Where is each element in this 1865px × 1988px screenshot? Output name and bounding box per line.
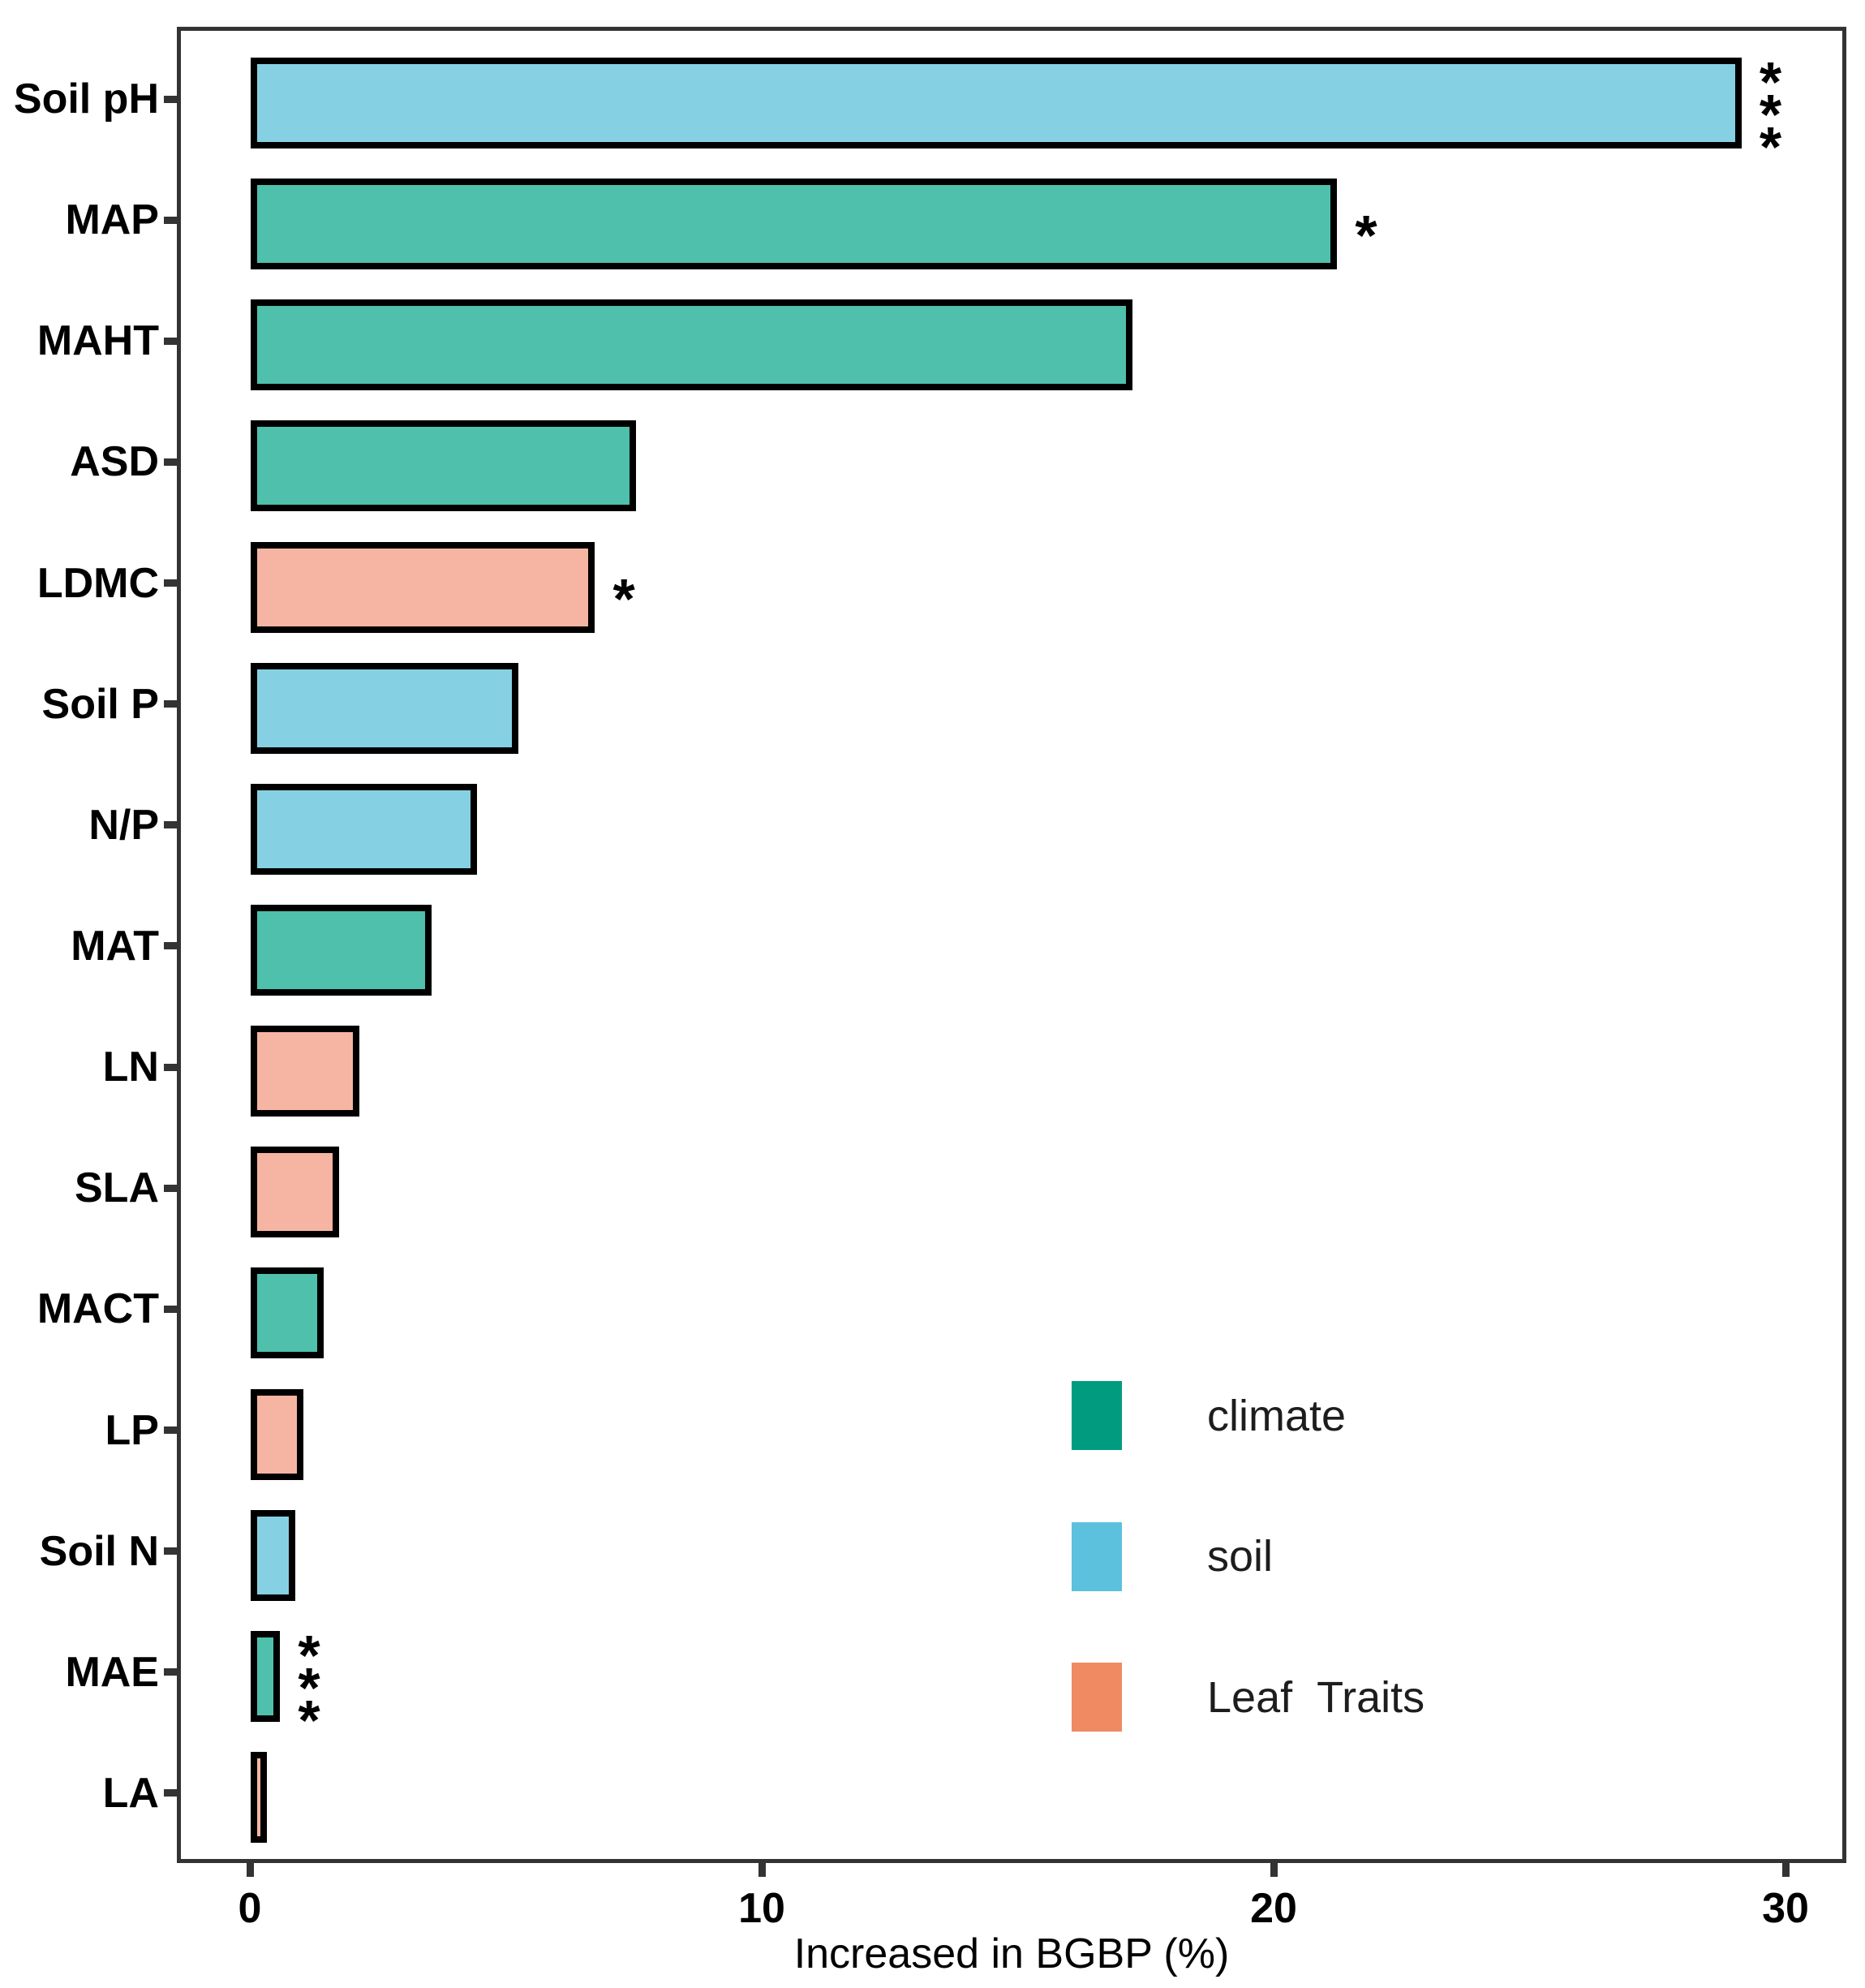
plot-panel: * * * * * * * * climate soil Leaf Traits <box>177 27 1846 1863</box>
y-axis-label: Soil pH <box>13 75 159 123</box>
y-axis-tick <box>164 1426 177 1435</box>
y-axis-label: LP <box>105 1406 159 1454</box>
x-axis-title: Increased in BGBP (%) <box>793 1930 1230 1977</box>
bar <box>251 1630 281 1722</box>
y-axis-label: SLA <box>75 1164 159 1212</box>
y-axis-label: LA <box>102 1769 159 1817</box>
y-axis-label: MAHT <box>37 317 159 365</box>
y-axis-label: Soil N <box>39 1527 159 1575</box>
y-axis-tick <box>164 1547 177 1556</box>
legend-label: Leaf Traits <box>1207 1672 1425 1722</box>
y-axis-tick <box>164 95 177 103</box>
bar <box>251 904 432 996</box>
bar <box>251 541 595 633</box>
y-axis-tick <box>164 337 177 345</box>
bar <box>251 299 1132 391</box>
y-axis-label: MACT <box>37 1285 159 1333</box>
bar <box>251 1509 296 1601</box>
bar <box>251 662 518 754</box>
y-axis-tick <box>164 1305 177 1313</box>
legend-item: soil <box>1072 1521 1274 1591</box>
bar <box>251 1026 360 1117</box>
y-axis-tick <box>164 942 177 950</box>
x-axis-tick-label: 30 <box>1762 1885 1809 1932</box>
x-axis-tick-label: 20 <box>1250 1885 1297 1932</box>
significance-stars: * * * <box>298 1623 320 1752</box>
x-axis-tick-label: 10 <box>738 1885 785 1932</box>
y-axis-label: N/P <box>88 801 159 849</box>
significance-stars: * * * <box>1759 50 1782 179</box>
y-axis-label: MAP <box>65 196 159 244</box>
bar <box>251 1751 267 1843</box>
y-axis-tick <box>164 579 177 587</box>
bar <box>251 1147 339 1238</box>
legend-swatch-climate <box>1072 1381 1122 1450</box>
legend-swatch-leaf <box>1072 1663 1122 1732</box>
x-axis-tick <box>246 1863 254 1877</box>
y-axis-tick <box>164 1184 177 1192</box>
bar <box>251 179 1338 270</box>
y-axis-tick <box>164 1789 177 1797</box>
y-axis-label: Soil P <box>41 680 159 728</box>
y-axis-tick <box>164 700 177 708</box>
bar <box>251 420 636 512</box>
y-axis-label: LDMC <box>37 559 159 607</box>
x-axis-tick-label: 0 <box>238 1885 262 1932</box>
y-axis-label: LN <box>102 1043 159 1091</box>
significance-stars: * <box>612 566 635 630</box>
legend-label: soil <box>1207 1532 1274 1581</box>
bar <box>251 783 478 875</box>
bar <box>251 58 1742 148</box>
y-axis-label: ASD <box>70 438 159 486</box>
x-axis-tick <box>1270 1863 1278 1877</box>
y-axis-tick <box>164 216 177 224</box>
legend-swatch-soil <box>1072 1521 1122 1591</box>
y-axis-tick <box>164 458 177 466</box>
y-axis-tick <box>164 821 177 829</box>
y-axis-label: MAE <box>65 1648 159 1696</box>
y-axis-tick <box>164 1668 177 1676</box>
bar <box>251 1267 324 1359</box>
x-axis-tick <box>758 1863 766 1877</box>
legend-item: Leaf Traits <box>1072 1663 1425 1732</box>
x-axis-tick <box>1781 1863 1790 1877</box>
significance-stars: * <box>1355 204 1377 268</box>
y-axis-tick <box>164 1063 177 1071</box>
y-axis-label: MAT <box>71 922 159 970</box>
legend-label: climate <box>1207 1391 1347 1440</box>
bar <box>251 1388 303 1480</box>
legend-item: climate <box>1072 1381 1346 1450</box>
